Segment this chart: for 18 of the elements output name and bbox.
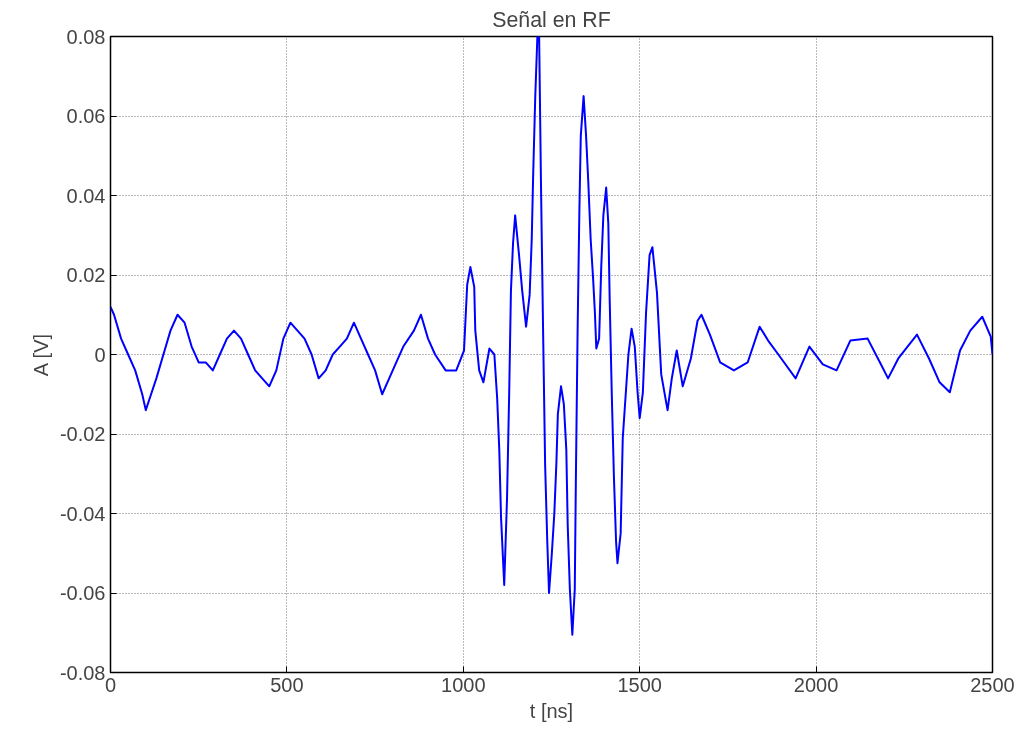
x-tick-label: 2500: [970, 673, 1015, 696]
y-tick-label: -0.02: [59, 423, 106, 445]
y-tick-label: -0.08: [59, 661, 106, 684]
y-axis-title: A [V]: [29, 333, 52, 377]
line-series: [110, 36, 993, 636]
chart-title: Señal en RF: [492, 7, 611, 32]
y-tick-label: 0.04: [66, 184, 106, 207]
y-tick-label: 0.02: [66, 264, 106, 286]
y-tick-label: 0.08: [66, 25, 106, 48]
x-tick-label: 500: [270, 673, 304, 696]
y-tick-label: -0.06: [59, 582, 106, 604]
x-tick-label: 2000: [793, 673, 839, 696]
x-axis-title: t [ns]: [529, 699, 574, 722]
y-tick-label: 0.06: [66, 105, 106, 127]
y-tick-label: -0.04: [59, 502, 106, 525]
y-tick-label: 0: [94, 343, 106, 366]
x-tick-label: 1000: [441, 673, 486, 696]
x-tick-label: 1500: [617, 673, 662, 696]
